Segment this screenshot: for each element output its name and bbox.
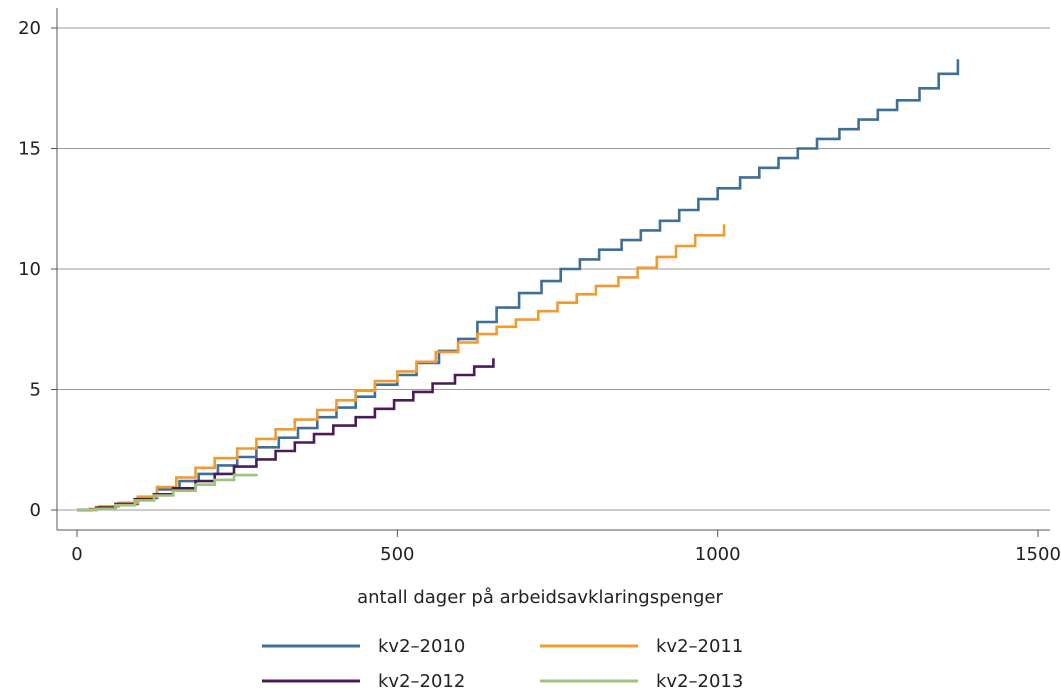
series-line-1 xyxy=(77,59,960,512)
y-tick-label: 0 xyxy=(30,500,41,521)
y-tick-label: 15 xyxy=(18,139,41,160)
y-tick-label: 20 xyxy=(18,18,41,39)
tick-labels: 0 5 10 15 20 0 500 1000 1500 xyxy=(18,18,1061,565)
y-tick-label: 10 xyxy=(18,259,41,280)
series-line-3 xyxy=(77,358,495,512)
series-line-4 xyxy=(77,473,258,512)
legend-label-2: kv2–2011 xyxy=(656,636,743,657)
x-tick-label: 0 xyxy=(71,544,82,565)
legend-label-1: kv2–2010 xyxy=(378,636,465,657)
x-tick-label: 1500 xyxy=(1015,544,1061,565)
grid xyxy=(57,27,1050,511)
series-line-2 xyxy=(77,224,726,512)
legend-label-3: kv2–2012 xyxy=(378,671,465,692)
x-tick-label: 500 xyxy=(380,544,414,565)
x-tick-label: 1000 xyxy=(695,544,741,565)
y-tick-label: 5 xyxy=(30,380,41,401)
axes xyxy=(51,8,1050,537)
x-axis-label: antall dager på arbeidsavklaringspenger xyxy=(357,587,723,608)
legend: kv2–2010 kv2–2011 kv2–2012 kv2–2013 xyxy=(262,636,743,692)
series-lines xyxy=(77,59,960,512)
legend-label-4: kv2–2013 xyxy=(656,671,743,692)
